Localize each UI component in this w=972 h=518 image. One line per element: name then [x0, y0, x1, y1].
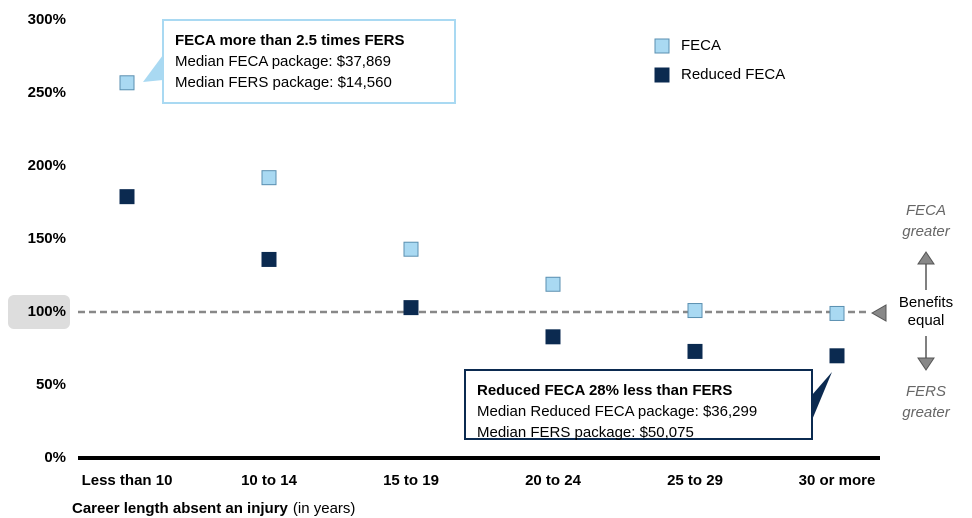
point: [829, 305, 845, 321]
legend-swatch: [654, 38, 670, 54]
arrow-down-head: [917, 357, 935, 371]
x-tick-label: 20 to 24: [525, 472, 582, 489]
y-tick-label: 300%: [28, 11, 66, 28]
point: [261, 170, 277, 186]
annotation-box: [464, 369, 813, 440]
reference-below: FERS: [906, 383, 946, 400]
point: [545, 329, 561, 345]
tick-highlight: [8, 295, 70, 329]
point: [403, 300, 419, 316]
annotation-text: Median Reduced FECA package: $36,299: [477, 403, 757, 420]
y-tick-label: 100%: [28, 303, 66, 320]
point: [403, 241, 419, 257]
x-tick-label: 15 to 19: [383, 472, 439, 489]
x-axis-note: (in years): [293, 500, 356, 517]
annotation-pointer: [143, 55, 163, 82]
annotation-box: [162, 19, 456, 104]
legend-swatch: [654, 67, 670, 83]
reference-label: Benefits: [899, 294, 953, 311]
point: [119, 189, 135, 205]
x-tick-label: 30 or more: [799, 472, 876, 489]
y-tick-label: 0%: [44, 449, 66, 466]
point: [119, 75, 135, 91]
reference-label: equal: [908, 312, 945, 329]
point: [829, 348, 845, 364]
y-tick-label: 150%: [28, 230, 66, 247]
annotation-text: Median FERS package: $50,075: [477, 424, 694, 441]
x-axis-label: Career length absent an injury: [72, 500, 289, 517]
annotation-text: Median FECA package: $37,869: [175, 53, 391, 70]
point: [687, 303, 703, 319]
arrow-left: [870, 304, 887, 322]
legend-label: Reduced FECA: [681, 66, 785, 83]
x-tick-label: 10 to 14: [241, 472, 298, 489]
arrow-up-head: [917, 251, 935, 265]
annotation-text: Median FERS package: $14,560: [175, 74, 392, 91]
annotation-pointer: [812, 372, 832, 420]
reference-below: greater: [902, 404, 951, 421]
annotation-text: FECA more than 2.5 times FERS: [175, 32, 405, 49]
y-tick-label: 50%: [36, 376, 66, 393]
point: [545, 276, 561, 292]
point: [687, 343, 703, 359]
y-tick-label: 250%: [28, 84, 66, 101]
x-tick-label: 25 to 29: [667, 472, 723, 489]
point: [261, 251, 277, 267]
y-tick-label: 200%: [28, 157, 66, 174]
legend-label: FECA: [681, 37, 721, 54]
reference-above: FECA: [906, 202, 946, 219]
annotation-text: Reduced FECA 28% less than FERS: [477, 382, 732, 399]
x-tick-label: Less than 10: [82, 472, 173, 489]
reference-above: greater: [902, 223, 951, 240]
